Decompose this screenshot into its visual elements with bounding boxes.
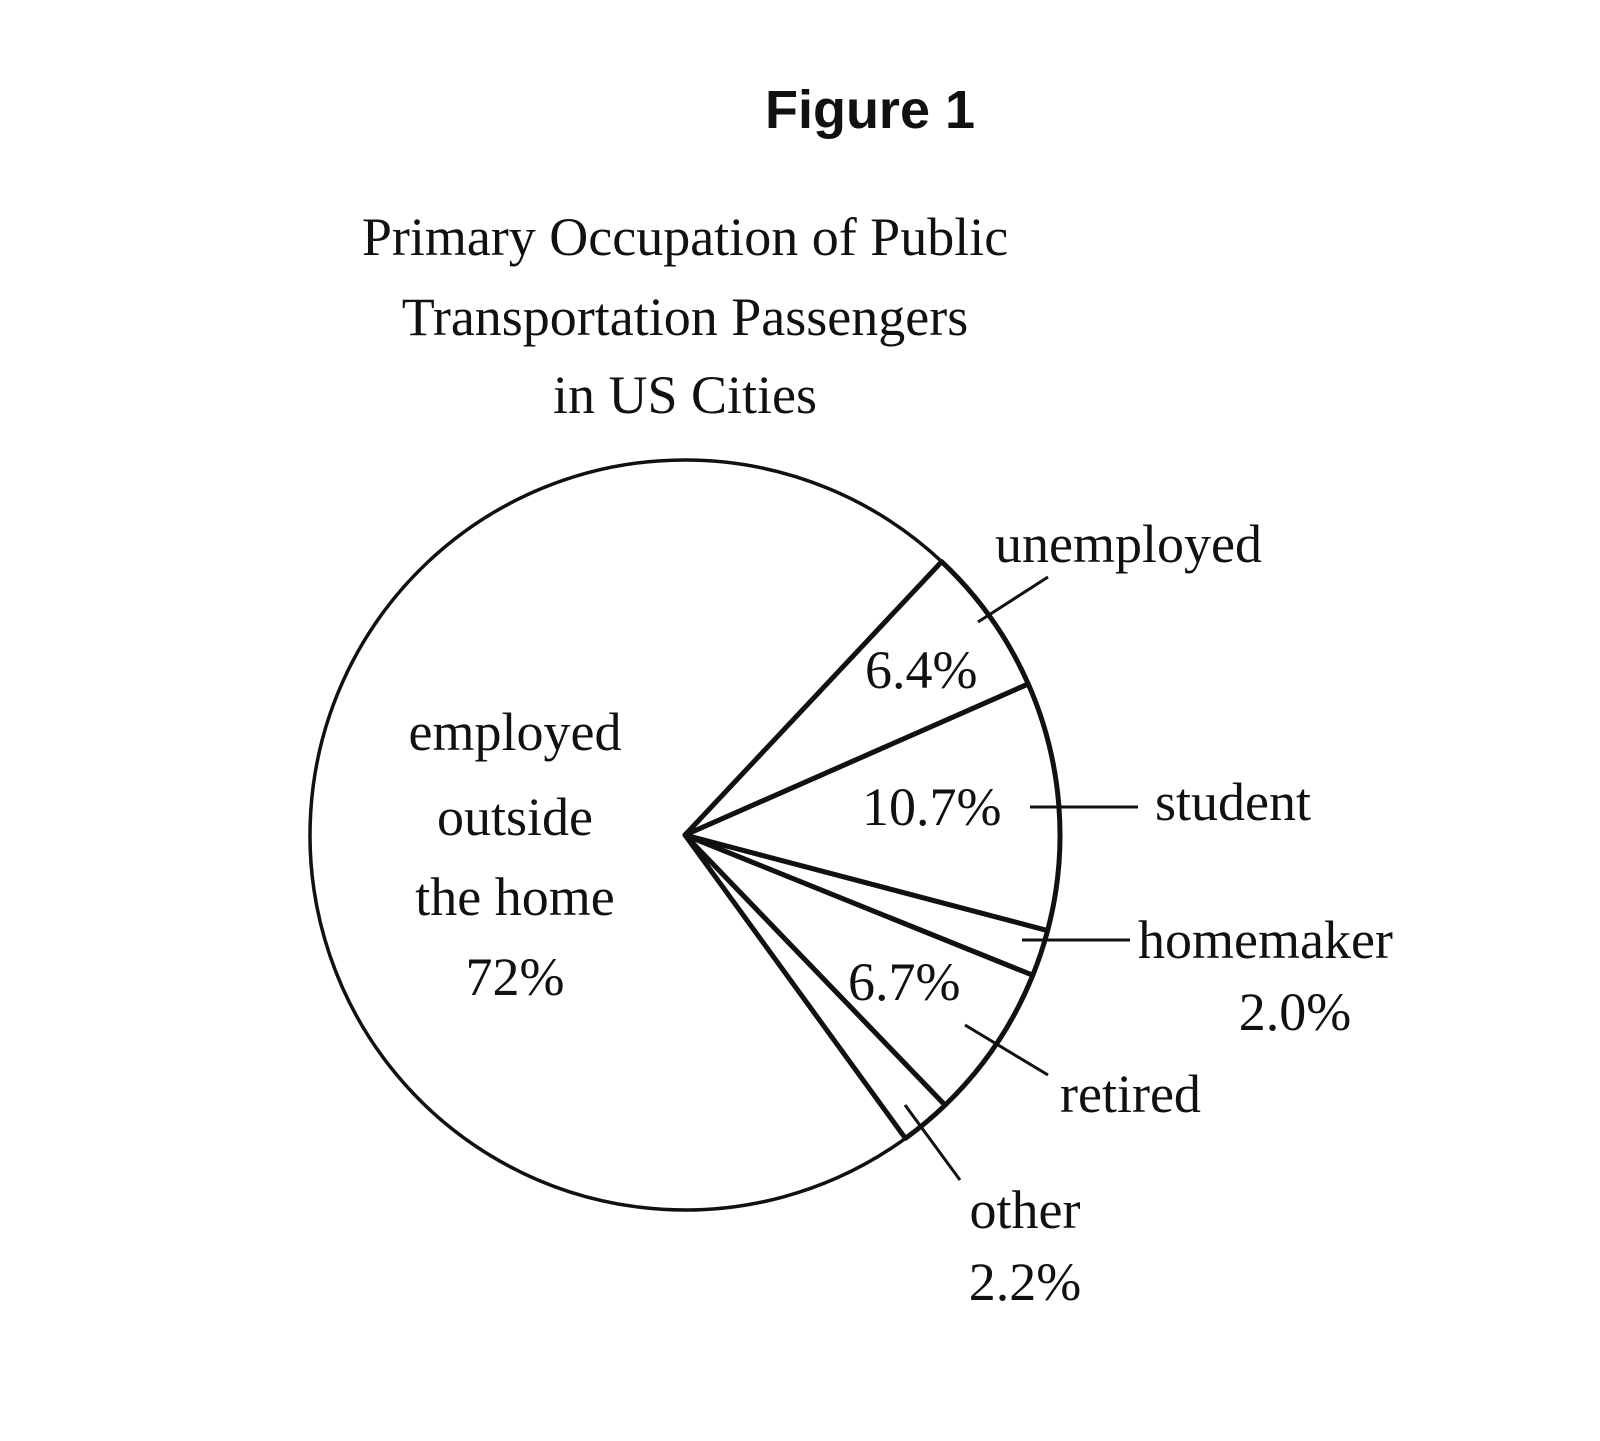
leader-line-other	[903, 1104, 962, 1181]
value-homemaker: 2.0%	[1239, 982, 1351, 1042]
pie-slice-employed-outside-the-home	[308, 458, 944, 1212]
leader-line-retired	[964, 1023, 1049, 1077]
figure-label: Figure 1	[765, 80, 975, 140]
value-retired: 6.7%	[848, 952, 960, 1012]
pie-slices	[308, 458, 1063, 1212]
label-student: student	[1155, 772, 1311, 832]
label-retired: retired	[1060, 1064, 1201, 1124]
label-homemaker: homemaker	[1138, 910, 1393, 970]
leader-line-unemployed	[977, 575, 1049, 624]
label-unemployed: unemployed	[995, 514, 1262, 574]
chart-title-line: Primary Occupation of Public	[362, 207, 1008, 267]
label-employed-line: outside	[437, 787, 593, 847]
chart-title: Primary Occupation of Public Transportat…	[362, 207, 1008, 425]
label-employed-line: the home	[415, 867, 614, 927]
chart-title-line: in US Cities	[553, 365, 817, 425]
label-employed-line: employed	[409, 702, 622, 762]
value-other: 2.2%	[969, 1252, 1081, 1312]
value-student: 10.7%	[862, 777, 1001, 837]
pie-slice-unemployed	[682, 559, 1031, 838]
value-employed: 72%	[466, 947, 565, 1007]
leader-lines	[903, 575, 1138, 1181]
value-unemployed: 6.4%	[865, 640, 977, 700]
chart-title-line: Transportation Passengers	[402, 287, 968, 347]
label-other: other	[970, 1180, 1081, 1240]
